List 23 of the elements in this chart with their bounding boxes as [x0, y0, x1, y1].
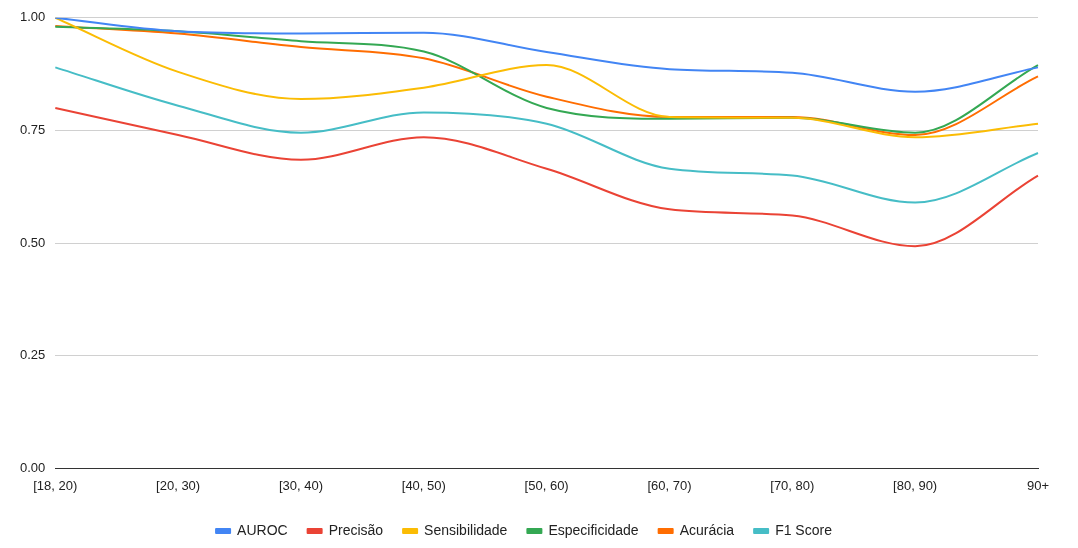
legend-label: AUROC: [237, 521, 288, 538]
x-tick-label: [18, 20): [33, 477, 78, 493]
x-tick-label: 90+: [1026, 477, 1050, 493]
x-tick-label: [40, 50): [401, 477, 446, 493]
legend-label: F1 Score: [775, 521, 833, 538]
line-series: [54, 17, 1039, 93]
line-series: [54, 106, 1039, 248]
y-tick-label: 0.25: [19, 347, 46, 363]
y-tick-label: 1.00: [19, 9, 46, 25]
x-tick-label: [20, 30): [156, 477, 201, 493]
x-tick-label: [30, 40): [278, 477, 324, 493]
y-tick-label: 0.75: [19, 122, 46, 138]
x-tick-label: [50, 60): [524, 477, 569, 493]
legend-label: Sensibilidade: [424, 521, 508, 538]
x-tick-label: [70, 80): [770, 477, 815, 493]
legend-label: Especificidade: [548, 521, 639, 538]
legend-label: Precisão: [328, 521, 384, 538]
x-tick-label: [60, 70): [647, 477, 692, 493]
y-tick-label: 0.50: [19, 234, 46, 250]
line-series: [54, 66, 1039, 204]
x-tick-label: [80, 90): [893, 477, 938, 493]
y-tick-label: 0.00: [19, 459, 46, 475]
legend-label: Acurácia: [679, 521, 735, 538]
